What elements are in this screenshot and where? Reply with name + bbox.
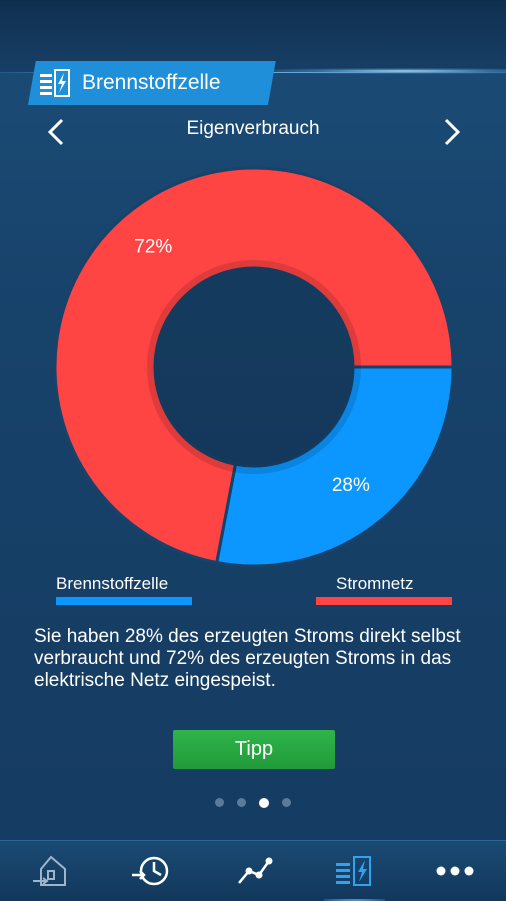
pie-slice-stromnetz [53,166,455,565]
tip-button[interactable]: Tipp [173,730,335,769]
page-indicator [0,797,506,808]
pie-label-stromnetz: 72% [134,236,172,257]
description-text: Sie haben 28% des erzeugten Stroms direk… [34,626,461,691]
history-icon [131,856,169,886]
top-glow [250,68,506,74]
legend-swatch-stromnetz [316,597,452,605]
fuel-cell-icon [336,856,372,886]
top-bar [0,0,506,72]
nav-item-fuel-cell[interactable] [304,841,405,901]
nav-item-more[interactable] [405,841,506,901]
legend-swatch-brennstoffzelle [56,597,192,605]
more-icon [436,866,474,876]
house-icon [32,855,66,886]
nav-item-energy-flow[interactable] [202,841,303,901]
bottom-nav [0,840,506,901]
legend-label-stromnetz: Stromnetz [336,574,414,593]
page-title: Eigenverbrauch [186,118,320,139]
pie-label-brennstoffzelle: 28% [332,475,370,496]
pie-slice-brennstoffzelle [214,365,455,568]
chevron-right-icon[interactable] [440,116,464,148]
page-dot[interactable] [237,798,246,807]
chevron-left-icon[interactable] [44,116,68,148]
fuel-cell-icon [40,69,70,97]
section-header: Brennstoffzelle [38,61,221,105]
graph-nodes-icon [238,857,273,884]
nav-item-history[interactable] [101,841,202,901]
donut-inner-shadow [147,260,361,474]
legend-label-brennstoffzelle: Brennstoffzelle [56,574,169,593]
section-title: Brennstoffzelle [82,71,221,94]
page-dot-active[interactable] [259,797,269,808]
page-dot[interactable] [215,798,224,807]
donut-chart: 28% 72% [53,166,455,568]
nav-item-home[interactable] [0,841,101,901]
page-dot[interactable] [282,798,291,807]
